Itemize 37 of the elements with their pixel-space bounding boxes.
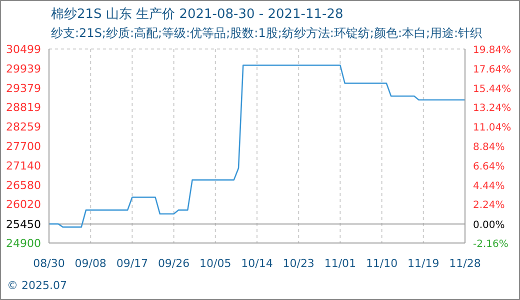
x-tick-label: 11/28 — [449, 256, 481, 270]
chart-subtitle: 纱支:21S;纱质:高配;等级:优等品;股数:1股;纺纱方法:环锭纺;颜色:本白;用途:针织 — [51, 25, 482, 42]
y2-tick-label: 6.64% — [473, 161, 505, 172]
y2-tick-label: 0.00% — [473, 220, 505, 231]
y2-tick-label: 11.04% — [473, 122, 512, 134]
y-tick-label: 24900 — [6, 237, 41, 250]
y-tick-label: 29379 — [6, 82, 41, 95]
y-tick-label: 29939 — [6, 62, 41, 76]
x-tick-label: 11/19 — [408, 256, 440, 270]
y-tick-label: 26580 — [6, 178, 41, 192]
y2-tick-label: 2.24% — [473, 200, 505, 212]
x-tick-label: 11/10 — [366, 256, 398, 270]
y2-tick-label: -2.16% — [473, 239, 508, 250]
y-tick-label: 27700 — [6, 140, 41, 153]
x-tick-label: 09/17 — [116, 256, 148, 270]
y-tick-label: 27140 — [6, 159, 41, 172]
x-tick-label: 10/23 — [282, 256, 314, 270]
x-tick-label: 09/26 — [158, 256, 190, 270]
y2-tick-label: 8.84% — [473, 142, 505, 153]
x-tick-label: 08/30 — [33, 256, 65, 270]
x-tick-label: 09/08 — [74, 256, 106, 270]
y2-tick-label: 17.64% — [473, 64, 512, 76]
y-tick-label: 26020 — [6, 198, 41, 212]
y-tick-label: 28819 — [6, 101, 41, 114]
chart-title: 棉纱21S 山东 生产价 2021-08-30 - 2021-11-28 — [51, 6, 344, 23]
y-tick-label: 30499 — [6, 43, 41, 56]
y2-tick-label: 4.44% — [473, 180, 505, 192]
text: © 2025.07 — [7, 279, 67, 292]
x-tick-label: 10/14 — [241, 256, 273, 270]
y-tick-label: 28259 — [6, 120, 41, 134]
y2-tick-label: 19.84% — [473, 45, 512, 56]
x-tick-label: 11/01 — [324, 256, 356, 270]
y2-tick-label: 15.44% — [473, 84, 512, 95]
y2-tick-label: 13.24% — [473, 103, 512, 114]
line-series — [49, 64, 465, 228]
x-tick-label: 10/05 — [200, 256, 232, 270]
y-tick-label: 25450 — [6, 218, 41, 231]
